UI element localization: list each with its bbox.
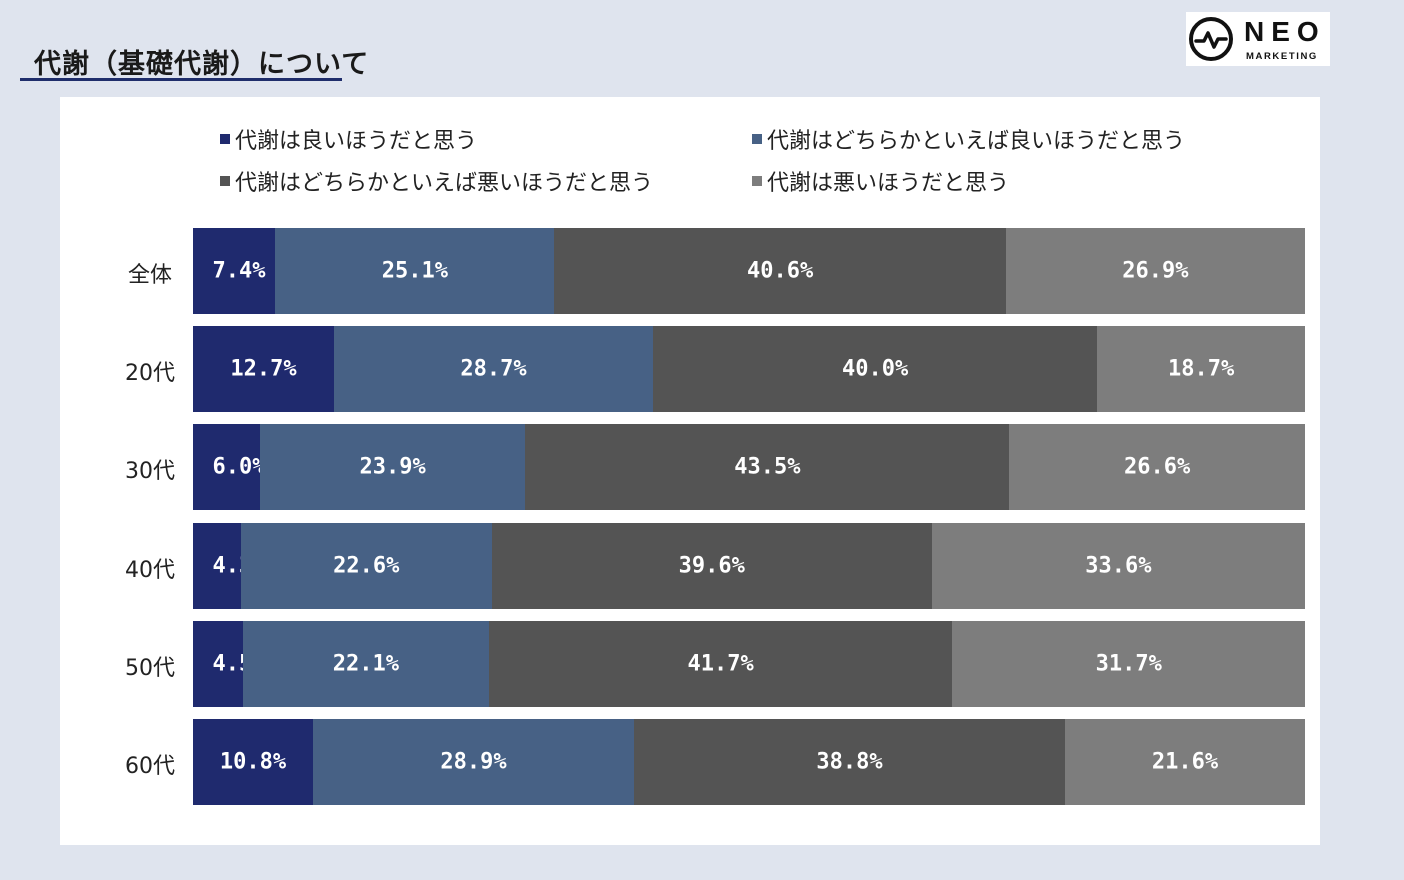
- data-label: 12.7%: [230, 356, 297, 382]
- legend-swatch: [220, 176, 230, 186]
- bar-segment: [952, 620, 1305, 707]
- data-label: 22.6%: [333, 553, 400, 579]
- bar-segment: [634, 719, 1066, 805]
- bar-segment: [1097, 326, 1305, 413]
- legend-label: 代謝は良いほうだと思う: [235, 129, 478, 154]
- legend-swatch: [752, 134, 762, 144]
- legend-swatch: [220, 134, 230, 144]
- bar-segment: [243, 620, 489, 707]
- category-label: 50代: [125, 655, 175, 681]
- bar-row: 6.0% 23.9% 43.5% 26.6%: [193, 424, 1305, 511]
- data-label: 41.7%: [687, 651, 754, 677]
- data-label: 23.9%: [359, 454, 426, 480]
- logo-pulse-icon: [1189, 17, 1233, 61]
- data-label: 33.6%: [1085, 553, 1152, 579]
- bar-segment: [240, 522, 492, 609]
- bar-segment: [312, 719, 635, 805]
- neo-marketing-logo: NEO MARKETING: [1186, 12, 1330, 66]
- category-label: 60代: [125, 754, 175, 779]
- bar-segment: [652, 326, 1098, 413]
- data-label: 31.7%: [1095, 651, 1162, 677]
- bar-segment: [491, 522, 932, 609]
- bar-segment: [554, 228, 1006, 314]
- logo-text: NEO: [1244, 16, 1326, 47]
- bar-row: 7.4% 25.1% 40.6% 26.9%: [193, 228, 1305, 314]
- legend-item: 代謝は悪いほうだと思う: [752, 165, 1009, 197]
- logo-subtext: MARKETING: [1246, 51, 1318, 62]
- bar-segment: [193, 424, 260, 511]
- bar-segment: [525, 424, 1010, 511]
- bar-segment: [193, 620, 244, 707]
- data-label: 28.7%: [460, 356, 527, 382]
- legend-item: 代謝はどちらかといえば悪いほうだと思う: [220, 165, 653, 197]
- bar-row: 4.3% 22.6% 39.6% 33.6%: [193, 522, 1305, 609]
- category-label: 20代: [125, 361, 175, 387]
- legend-swatch: [752, 176, 762, 186]
- bar-segment: [193, 326, 335, 413]
- bar-segment: [334, 326, 653, 413]
- bar-segment: [1065, 719, 1305, 805]
- bar-segment: [488, 620, 953, 707]
- bar-segment: [193, 522, 241, 609]
- data-label: 18.7%: [1168, 356, 1235, 382]
- legend-label: 代謝はどちらかといえば悪いほうだと思う: [235, 171, 654, 196]
- bar-segment: [193, 228, 276, 314]
- bar-segment: [193, 719, 313, 805]
- bar-segment: [1005, 228, 1305, 314]
- data-label: 28.9%: [440, 749, 507, 775]
- data-label: 22.1%: [332, 651, 400, 677]
- data-label: 26.9%: [1122, 258, 1189, 284]
- bar-segment: [931, 522, 1305, 609]
- bar-segment: [275, 228, 555, 314]
- legend-item: 代謝は良いほうだと思う: [220, 123, 477, 155]
- legend-label: 代謝は悪いほうだと思う: [767, 171, 1010, 196]
- data-label: 43.5%: [734, 454, 801, 480]
- bar-segment: [1009, 424, 1305, 511]
- bar-row: 10.8% 28.9% 38.8% 21.6%: [193, 719, 1305, 805]
- data-label: 7.4%: [212, 258, 266, 284]
- data-label: 26.6%: [1123, 454, 1191, 480]
- category-label: 全体: [127, 263, 172, 288]
- bar-segment: [259, 424, 526, 511]
- title-underline: [20, 78, 342, 81]
- legend-item: 代謝はどちらかといえば良いほうだと思う: [752, 123, 1185, 155]
- data-label: 10.8%: [219, 749, 287, 775]
- data-label: 21.6%: [1151, 749, 1219, 775]
- data-label: 40.0%: [841, 356, 909, 382]
- data-label: 39.6%: [678, 553, 745, 579]
- data-label: 6.0%: [212, 454, 266, 480]
- chart-panel: 代謝は良いほうだと思う 代謝はどちらかといえば良いほうだと思う代謝はどちらかといえ…: [60, 97, 1320, 845]
- category-label: 30代: [125, 459, 175, 485]
- data-label: 40.6%: [747, 258, 814, 284]
- legend-label: 代謝はどちらかといえば良いほうだと思う: [767, 129, 1186, 154]
- category-label: 40代: [125, 557, 175, 583]
- data-label: 38.8%: [816, 749, 883, 775]
- page-title: 代謝（基礎代謝）について: [34, 49, 370, 80]
- bar-row: 12.7% 28.7% 40.0% 18.7%: [193, 326, 1305, 413]
- bar-row: 4.5% 22.1% 41.7% 31.7%: [193, 620, 1305, 707]
- data-label: 25.1%: [381, 258, 448, 284]
